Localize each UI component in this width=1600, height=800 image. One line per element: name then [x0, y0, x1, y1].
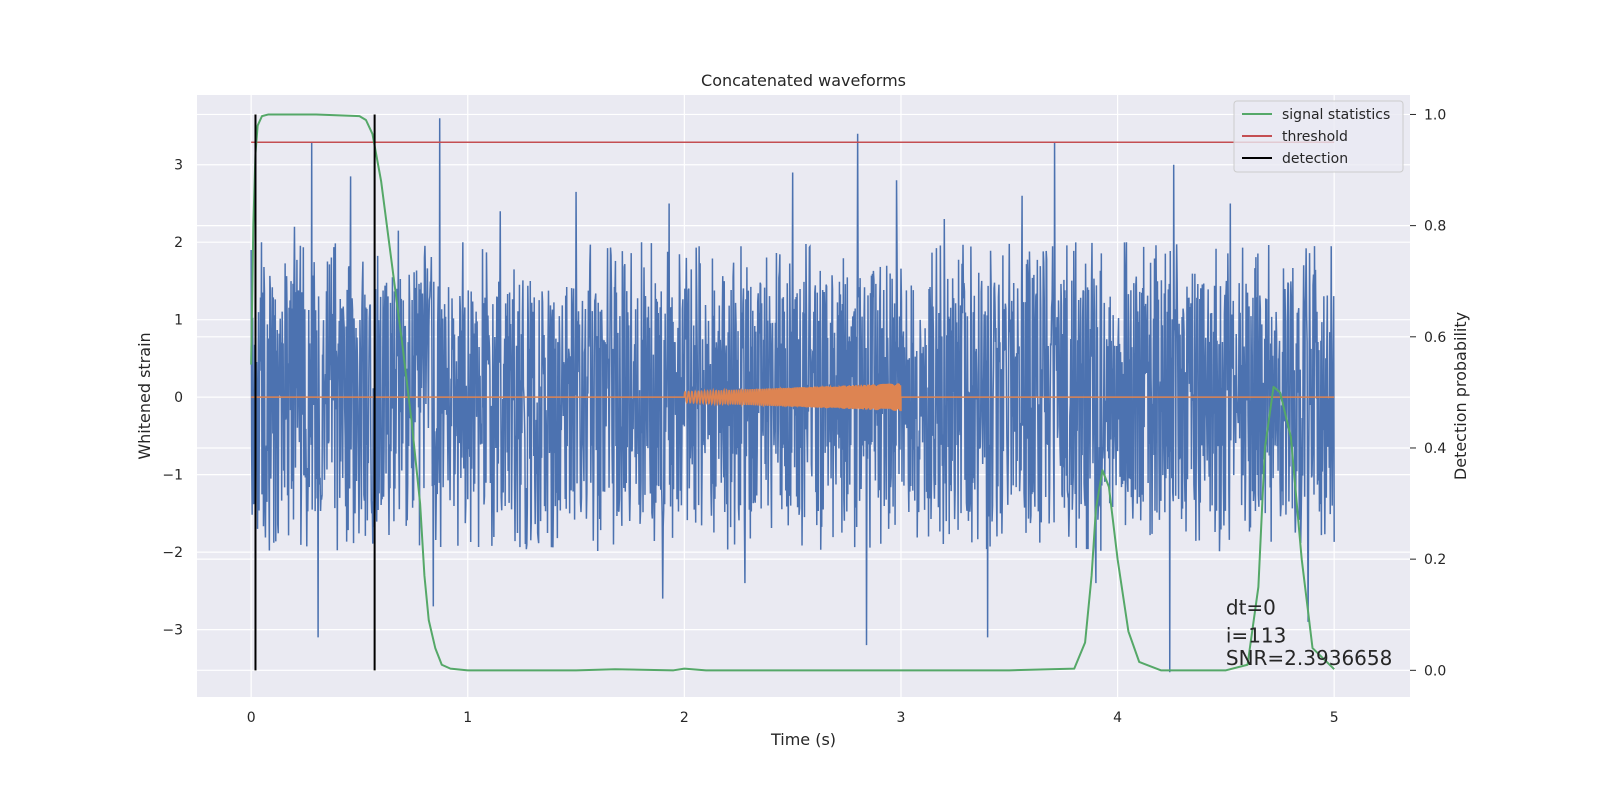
y-right-tick-label: 0.6	[1424, 330, 1446, 346]
legend: signal statistics threshold detection	[1233, 100, 1404, 173]
injected-waveform-line	[251, 383, 1335, 412]
x-tick-label: 4	[1113, 710, 1122, 726]
annotation-snr: SNR=2.3936658	[1226, 646, 1392, 670]
y-tick-label: −3	[162, 623, 183, 639]
legend-box	[1233, 100, 1404, 173]
signal-statistics-line	[250, 113, 1335, 672]
chart-title: Concatenated waveforms	[701, 71, 906, 90]
y-right-tick-label: 0.0	[1424, 663, 1446, 679]
plot-content	[250, 113, 1335, 673]
x-tick-label: 5	[1330, 710, 1339, 726]
y-tick-label: 0	[174, 390, 183, 406]
x-tick-label: 0	[247, 710, 256, 726]
x-tick-label: 2	[680, 710, 689, 726]
x-axis-label: Time (s)	[770, 730, 836, 749]
y-axis-label: Whitened strain	[135, 332, 154, 459]
y-tick-label: −2	[162, 545, 183, 561]
annotation-dt: dt=0	[1226, 596, 1276, 620]
y-right-tick-label: 0.8	[1424, 219, 1446, 235]
axes: 0 1 2 3 4 5 −3 −2 −1 0 1 2 3 0.0 0.2 0.4 0.6 0.8 1.0	[162, 107, 1446, 726]
legend-label-detection: detection	[1282, 151, 1348, 167]
x-tick-label: 3	[897, 710, 906, 726]
legend-label-threshold: threshold	[1282, 129, 1348, 145]
x-tick-label: 1	[463, 710, 472, 726]
y-tick-label: −1	[162, 468, 183, 484]
whitened-strain-line	[250, 118, 1335, 673]
y-right-tick-label: 1.0	[1424, 107, 1446, 123]
y-axis-label-right: Detection probability	[1451, 312, 1470, 480]
y-right-tick-label: 0.2	[1424, 552, 1446, 568]
annotation-index: i=113	[1226, 624, 1287, 648]
y-tick-label: 2	[174, 235, 183, 251]
y-tick-label: 1	[174, 313, 183, 329]
y-tick-label: 3	[174, 158, 183, 174]
y-right-tick-label: 0.4	[1424, 441, 1446, 457]
legend-label-signal-statistics: signal statistics	[1282, 107, 1390, 123]
